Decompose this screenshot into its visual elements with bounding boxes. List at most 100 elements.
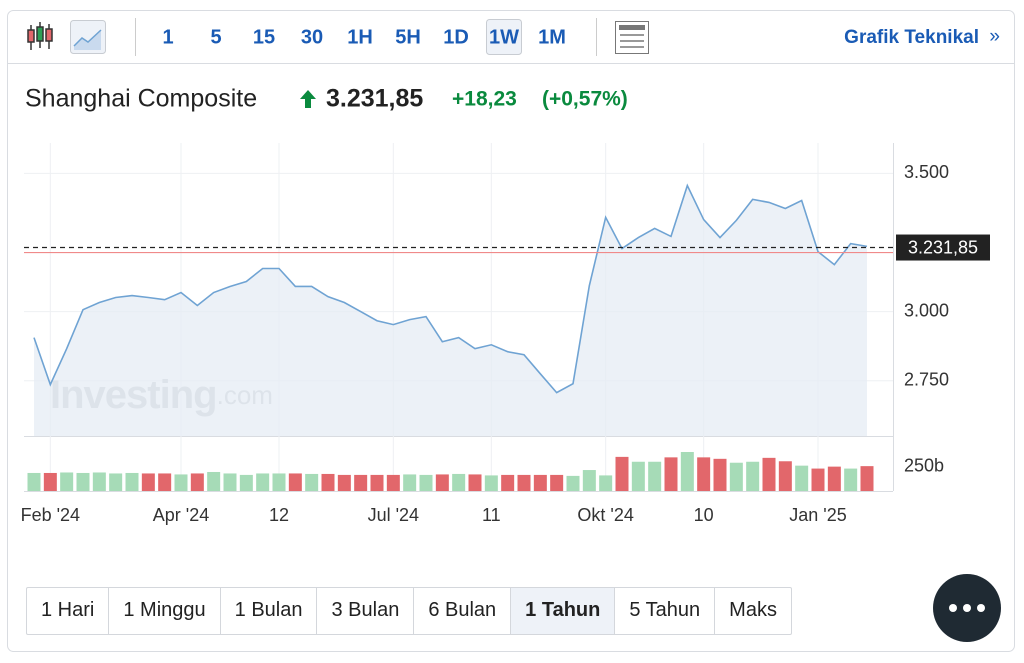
technical-link[interactable]: Grafik Teknikal	[844, 27, 979, 48]
range-button[interactable]: 6 Bulan	[413, 588, 510, 634]
interval[interactable]: 1M	[538, 26, 566, 48]
volume-bar	[27, 472, 41, 491]
volume-bar	[844, 468, 858, 491]
volume-bar	[599, 475, 613, 491]
volume-bar	[501, 474, 515, 491]
volume-bar	[713, 458, 727, 491]
last-price-box	[896, 234, 990, 261]
table-icon[interactable]	[615, 21, 649, 54]
interval[interactable]: 5H	[395, 26, 421, 48]
interval[interactable]: 5	[210, 26, 221, 48]
range-button[interactable]: Maks	[714, 588, 791, 634]
volume-bar	[158, 473, 172, 491]
interval[interactable]: 15	[253, 26, 275, 48]
up-arrow	[300, 90, 316, 108]
price-area	[34, 185, 867, 436]
volume-bar	[762, 457, 776, 491]
interval[interactable]: 1D	[443, 26, 469, 48]
volume-bar	[631, 461, 645, 491]
last-price-label: 3.231,85	[908, 237, 978, 257]
y-tick-label: 3.500	[904, 162, 949, 182]
candle-icon[interactable]	[27, 22, 53, 50]
link-arrow[interactable]: »	[989, 26, 1000, 47]
volume-bar	[811, 468, 825, 491]
range-button[interactable]: 1 Tahun	[510, 588, 615, 634]
range-selector: 1 Hari 1 Minggu 1 Bulan 3 Bulan 6 Bulan 1 Tah…	[26, 587, 792, 635]
volume-bar	[827, 466, 841, 491]
volume-bar	[729, 462, 743, 491]
range-button[interactable]: 1 Hari	[41, 599, 95, 621]
x-tick-label: 11	[482, 505, 501, 525]
volume-bar	[109, 473, 123, 491]
x-tick-label: Apr '24	[153, 505, 209, 525]
x-tick-label: Okt '24	[577, 505, 633, 525]
volume-bar	[403, 474, 417, 491]
x-tick-label: Feb '24	[21, 505, 80, 525]
interval[interactable]: 30	[301, 26, 323, 48]
dot	[949, 604, 957, 612]
volume-bar	[190, 473, 204, 491]
volume-bar	[305, 473, 319, 491]
interval-selected	[486, 19, 522, 55]
volume-bar	[92, 472, 106, 491]
volume-bar	[648, 461, 662, 491]
volume-bar	[435, 474, 449, 491]
volume-bar	[370, 474, 384, 491]
volume-bar	[517, 474, 531, 491]
volume-bar	[860, 466, 874, 491]
interval[interactable]: 1H	[347, 26, 373, 48]
volume-bar	[566, 475, 580, 491]
volume-bar	[76, 472, 90, 491]
x-tick-label: Jan '25	[789, 505, 846, 525]
interval[interactable]: 1	[162, 26, 173, 48]
volume-bar	[174, 474, 188, 491]
price: 3.231,85	[326, 85, 423, 113]
volume-bar	[288, 473, 302, 491]
volume-bar	[680, 452, 694, 491]
volume-bar	[239, 474, 253, 491]
volume-bar	[615, 456, 629, 491]
interval[interactable]: 1W	[489, 26, 519, 48]
range-button[interactable]: 5 Tahun	[614, 588, 714, 634]
volume-bar	[419, 474, 433, 491]
dot	[963, 604, 971, 612]
x-tick-label: 10	[694, 505, 714, 525]
volume-bar	[386, 474, 400, 491]
range-button[interactable]: 1 Minggu	[108, 588, 219, 634]
x-tick-label: Jul '24	[368, 505, 419, 525]
volume-bar	[533, 474, 547, 491]
volume-bar	[468, 474, 482, 491]
dot	[977, 604, 985, 612]
volume-bar	[582, 470, 596, 491]
volume-bar	[321, 473, 335, 491]
volume-bar	[664, 457, 678, 491]
volume-bar	[697, 457, 711, 491]
volume-bar	[778, 461, 792, 491]
instrument-name: Shanghai Composite	[25, 85, 257, 113]
volume-tick-label: 250b	[904, 455, 944, 475]
volume-bar	[550, 474, 564, 491]
range-button[interactable]: 3 Bulan	[316, 588, 413, 634]
volume-bar	[272, 473, 286, 491]
volume-bar	[141, 473, 155, 491]
volume-bar	[43, 472, 57, 491]
range-button[interactable]: 1 Bulan	[219, 588, 317, 634]
x-tick-label: 12	[269, 505, 289, 525]
change-pct: (+0,57%)	[542, 88, 628, 111]
volume-bar	[256, 473, 270, 491]
y-tick-label: 2.750	[904, 369, 949, 389]
volume-bar	[354, 474, 368, 491]
volume-bar	[125, 472, 139, 491]
volume-bar	[60, 472, 74, 491]
volume-bar	[452, 473, 466, 491]
y-tick-label: 3.000	[904, 300, 949, 320]
volume-bar	[746, 461, 760, 491]
price-line	[33, 183, 868, 394]
area-icon[interactable]	[70, 20, 106, 54]
volume-bar	[484, 475, 498, 491]
volume-bar	[207, 471, 221, 491]
volume-bar	[223, 473, 237, 491]
change: +18,23	[452, 88, 517, 111]
